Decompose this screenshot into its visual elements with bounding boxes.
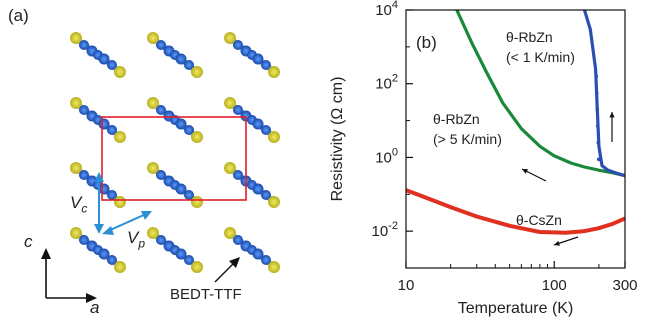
bedt-ttf-molecule (70, 227, 126, 273)
x-tick-label: 100 (542, 277, 567, 294)
bedt-ttf-molecule (224, 227, 280, 273)
axis-c-label: c (24, 232, 33, 251)
rbzn-slow-label-line2: (< 1 K/min) (506, 49, 575, 65)
y-tick-label: 100 (375, 146, 398, 166)
axes-arrows (41, 248, 97, 303)
panel-a: (a) (0, 0, 320, 322)
rbzn-slow-point (594, 74, 599, 79)
x-tick-label: 300 (612, 277, 637, 294)
y-tick-label: 102 (375, 73, 398, 93)
cooling-arrow-cszn-head (554, 240, 560, 246)
molecule-label: BEDT-TTF (170, 286, 242, 303)
vp-arrow (102, 211, 152, 235)
bedt-ttf-molecule (147, 227, 203, 273)
cooling-arrow-rbzn-head (522, 169, 528, 174)
bedt-ttf-molecule (224, 97, 280, 143)
y-axis-label: Resistivity (Ω cm) (329, 77, 346, 202)
vc-arrow (94, 172, 104, 234)
rbzn-slow-label-line1: θ-RbZn (506, 29, 553, 45)
plot-frame (405, 9, 626, 269)
vp-label: Vp (127, 228, 146, 251)
y-tick-label: 10-2 (372, 220, 398, 240)
rbzn-fast-label-line2: (> 5 K/min) (433, 131, 502, 147)
cszn-label-line1: θ-CsZn (516, 212, 562, 228)
rbzn-slow-point (595, 107, 600, 112)
rbzn-slow-point (594, 91, 599, 95)
series-rbzn-slow (582, 10, 625, 178)
y-tick-label: 104 (375, 0, 398, 19)
axis-a-label: a (90, 298, 100, 317)
rbzn-slow-point (596, 140, 601, 145)
panel-a-label: (a) (8, 6, 29, 25)
rbzn-slow-point (595, 124, 600, 128)
molecule-pointer-arrow (214, 257, 240, 283)
x-axis-label: Temperature (K) (458, 300, 574, 317)
panel-b: 10 100 300 10-2 100 102 104 Temperature (K) Res… (310, 0, 652, 322)
x-tick-label: 10 (398, 277, 415, 294)
resistivity-chart: 10 100 300 10-2 100 102 104 Temperature (K) Res… (329, 0, 638, 317)
vc-label: Vc (70, 193, 88, 216)
rbzn-fast-label-line1: θ-RbZn (433, 111, 480, 127)
bedt-ttf-molecule (70, 97, 126, 143)
rbzn-slow-point (596, 157, 601, 162)
bedt-ttf-molecule (224, 32, 280, 78)
bedt-ttf-molecule (147, 162, 203, 208)
bedt-ttf-molecule (147, 32, 203, 78)
series-cszn (406, 188, 625, 235)
unit-cell-rectangle (101, 116, 247, 201)
series-rbzn-fast (455, 10, 625, 178)
warming-arrow-head (609, 112, 615, 118)
bedt-ttf-molecule (70, 32, 126, 78)
bedt-ttf-molecule (224, 162, 280, 208)
bedt-ttf-molecule (147, 97, 203, 143)
crystal-structure (41, 0, 320, 303)
panel-b-label: (b) (416, 33, 437, 52)
